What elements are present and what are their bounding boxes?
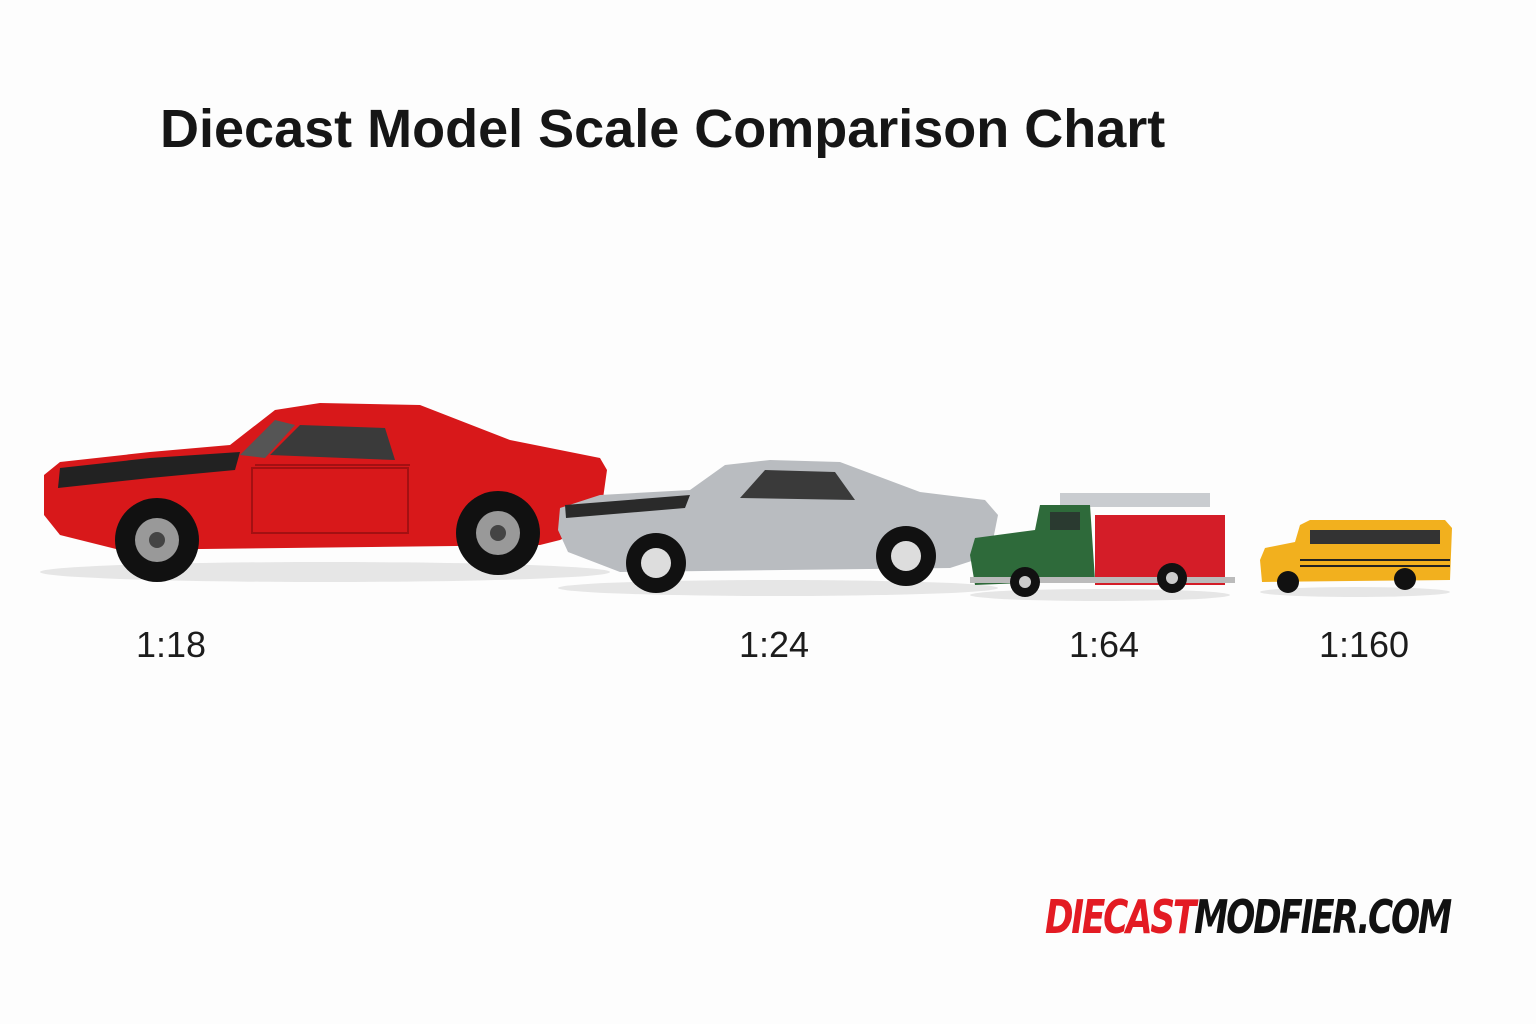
brand-first: DIECAST — [1045, 890, 1199, 944]
red-muscle-car — [40, 403, 610, 582]
school-bus — [1260, 520, 1452, 597]
brand-second: MODFIER.COM — [1194, 890, 1452, 944]
scale-label: 1:160 — [1319, 624, 1409, 665]
silver-car — [558, 460, 998, 596]
brand: DIECASTMODFIER.COM — [1045, 890, 1452, 944]
scale-label: 1:24 — [739, 624, 809, 665]
scale-label: 1:18 — [136, 624, 206, 665]
fire-truck — [970, 493, 1235, 601]
scale-label: 1:64 — [1069, 624, 1139, 665]
title: Diecast Model Scale Comparison Chart — [160, 99, 1165, 159]
